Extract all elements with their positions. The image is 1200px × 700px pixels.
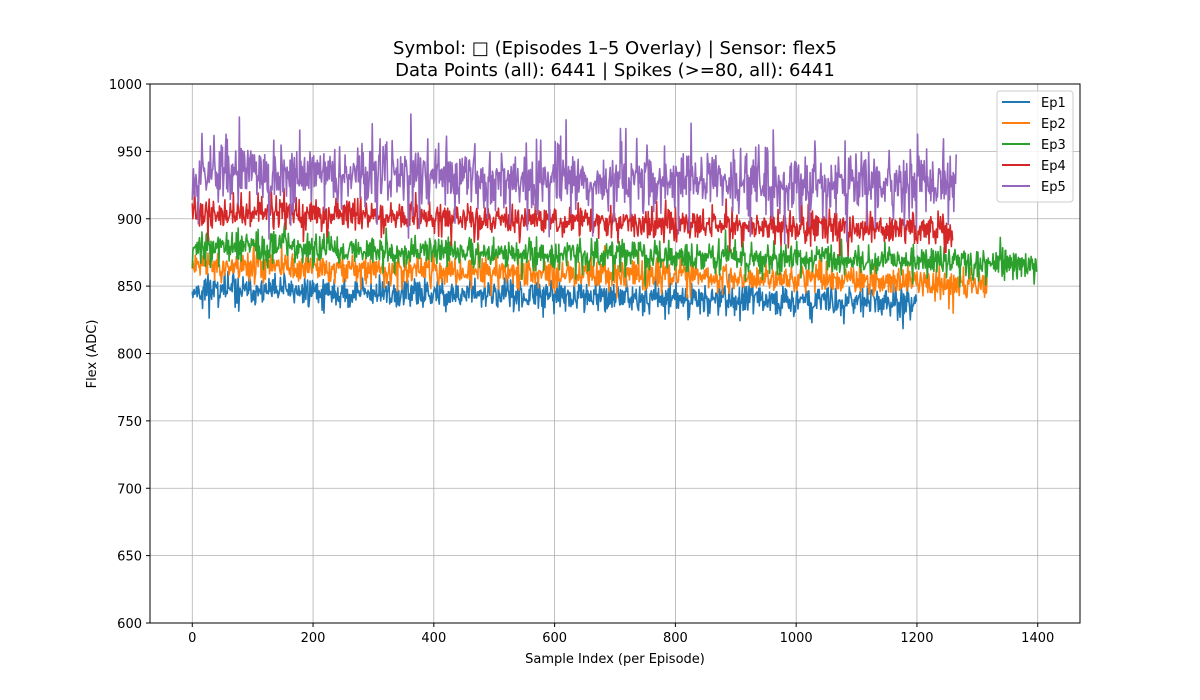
legend-label: Ep4	[1041, 159, 1066, 174]
series-line-ep5	[191, 113, 957, 245]
y-tick-label: 700	[117, 482, 142, 497]
legend-label: Ep2	[1041, 117, 1066, 132]
y-tick-label: 750	[117, 415, 142, 430]
chart-title-line1: Symbol: □ (Episodes 1–5 Overlay) | Senso…	[393, 38, 837, 59]
x-tick-label: 1400	[1021, 631, 1054, 646]
series-line-ep4	[191, 184, 954, 257]
y-tick-label: 800	[117, 348, 142, 363]
legend-label: Ep3	[1041, 138, 1066, 153]
y-tick-label: 600	[117, 617, 142, 632]
axes	[146, 83, 1081, 627]
x-tick-label: 1200	[900, 631, 933, 646]
legend: Ep1 Ep2 Ep3 Ep4 Ep5	[996, 90, 1074, 203]
y-tick-label: 650	[117, 550, 142, 565]
series-line-ep3	[191, 222, 1038, 288]
y-tick-label: 1000	[109, 78, 142, 93]
x-tick-label: 0	[188, 631, 196, 646]
x-axis-label: Sample Index (per Episode)	[525, 652, 705, 667]
x-tick-label: 400	[421, 631, 446, 646]
y-tick-label: 850	[117, 280, 142, 295]
y-tick-label: 950	[117, 145, 142, 160]
series-line-ep1	[191, 268, 918, 330]
x-tick-label: 200	[301, 631, 326, 646]
x-tick-label: 800	[663, 631, 688, 646]
y-axis-label: Flex (ADC)	[85, 320, 100, 389]
tick-labels: 0 200 400 600 800 1000 1200 1400 600 650 700 750 800…	[109, 78, 1054, 646]
legend-label: Ep1	[1041, 96, 1066, 111]
x-tick-label: 1000	[780, 631, 813, 646]
x-tick-label: 600	[542, 631, 567, 646]
y-tick-label: 900	[117, 213, 142, 228]
legend-box	[996, 90, 1074, 203]
legend-label: Ep5	[1041, 180, 1066, 195]
plot-series	[191, 113, 1038, 330]
chart-title-line2: Data Points (all): 6441 | Spikes (>=80, …	[395, 60, 835, 81]
